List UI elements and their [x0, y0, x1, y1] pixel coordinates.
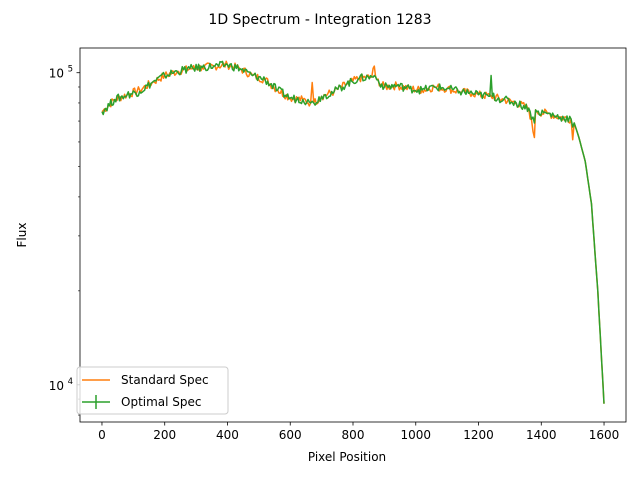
- data-point: [503, 99, 504, 100]
- data-point: [585, 161, 586, 162]
- legend-box: [76, 366, 229, 415]
- data-point: [302, 99, 303, 100]
- data-point: [189, 68, 190, 69]
- data-point: [202, 67, 203, 68]
- data-point: [603, 403, 604, 404]
- data-point: [214, 66, 215, 67]
- x-axis-label: Pixel Position: [308, 450, 386, 464]
- plot-lines: [101, 60, 605, 404]
- data-point: [239, 68, 240, 69]
- data-point: [227, 64, 228, 65]
- data-point: [139, 91, 140, 92]
- data-point: [265, 79, 266, 80]
- x-tick-label: 1000: [400, 428, 431, 442]
- data-point: [312, 82, 313, 83]
- data-point: [252, 75, 253, 76]
- data-point: [492, 96, 493, 97]
- x-tick-label: 400: [216, 428, 239, 442]
- data-point: [152, 82, 153, 83]
- data-point: [177, 71, 178, 72]
- y-tick-label: 10: [49, 67, 64, 81]
- data-point: [277, 89, 278, 90]
- data-point: [321, 96, 322, 97]
- data-point: [313, 102, 314, 103]
- data-point: [346, 83, 347, 84]
- x-tick-label: 1200: [463, 428, 494, 442]
- data-point: [371, 76, 372, 77]
- plot-frame: [79, 47, 627, 423]
- data-point: [396, 85, 397, 86]
- x-tick-label: 600: [279, 428, 302, 442]
- chart-title: 1D Spectrum - Integration 1283: [208, 12, 431, 28]
- legend-standard-label: Standard Spec: [121, 373, 209, 387]
- data-point: [290, 97, 291, 98]
- data-point: [376, 79, 377, 80]
- data-point: [375, 76, 376, 77]
- data-point: [359, 78, 360, 79]
- data-point: [409, 88, 410, 89]
- data-point: [547, 113, 548, 114]
- data-point: [459, 91, 460, 92]
- x-tick-label: 800: [342, 428, 365, 442]
- data-point: [478, 94, 479, 95]
- data-point: [572, 126, 573, 127]
- data-point: [491, 75, 492, 76]
- data-point: [491, 96, 492, 97]
- series-line-optimal-spec: [101, 60, 605, 404]
- legend: Standard Spec Optimal Spec: [76, 366, 229, 415]
- data-point: [536, 111, 537, 112]
- data-point: [534, 122, 535, 123]
- legend-optimal-label: Optimal Spec: [121, 395, 202, 409]
- data-point: [572, 139, 573, 140]
- data-point: [374, 75, 375, 76]
- data-point: [334, 91, 335, 92]
- x-tick-label: 200: [153, 428, 176, 442]
- data-point: [489, 96, 490, 97]
- y-tick-exponent: 4: [68, 377, 73, 387]
- data-point: [374, 66, 375, 67]
- data-point: [384, 86, 385, 87]
- data-point: [560, 117, 561, 118]
- data-point: [535, 109, 536, 110]
- data-point: [516, 102, 517, 103]
- data-point: [312, 101, 313, 102]
- x-tick-label: 1400: [526, 428, 557, 442]
- data-point: [574, 122, 575, 123]
- data-point: [534, 137, 535, 138]
- x-tick-label: 0: [98, 428, 106, 442]
- data-point: [447, 88, 448, 89]
- y-tick-label: 10: [49, 379, 64, 393]
- data-point: [421, 89, 422, 90]
- data-point: [528, 108, 529, 109]
- data-point: [127, 94, 128, 95]
- y-axis-label: Flux: [15, 223, 29, 248]
- data-point: [101, 111, 102, 112]
- data-point: [139, 89, 140, 90]
- data-point: [310, 102, 311, 103]
- data-point: [578, 137, 579, 138]
- y-axis-ticks: 10 4 10 5: [49, 65, 80, 416]
- data-point: [571, 119, 572, 120]
- data-point: [114, 99, 115, 100]
- data-point: [164, 75, 165, 76]
- data-point: [434, 86, 435, 87]
- x-tick-label: 1600: [589, 428, 620, 442]
- data-point: [591, 203, 592, 204]
- data-point: [472, 93, 473, 94]
- x-axis-ticks: 0 200 400 600 800 1000 1200 1400 1600: [98, 422, 619, 442]
- y-tick-exponent: 5: [68, 65, 73, 75]
- data-point: [597, 290, 598, 291]
